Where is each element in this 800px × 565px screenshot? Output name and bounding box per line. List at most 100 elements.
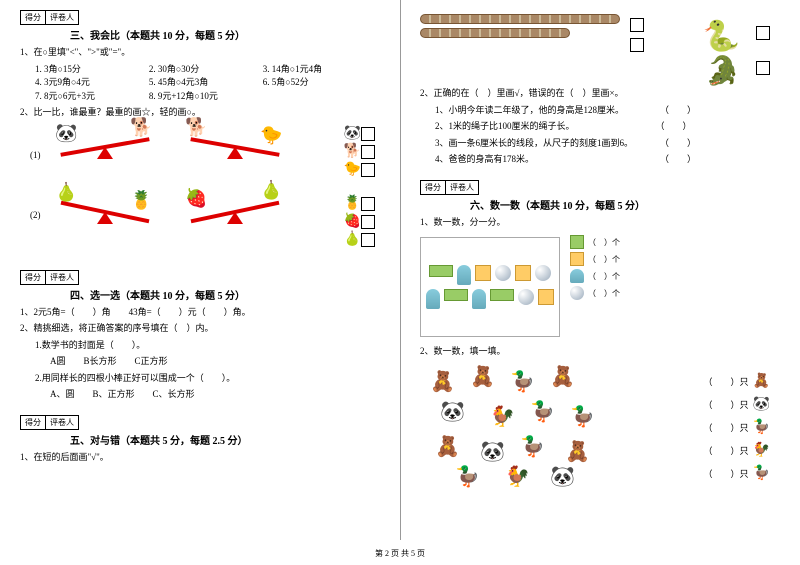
answer-box: [756, 26, 770, 40]
row1-label: (1): [30, 150, 41, 160]
count-blank: （ ）个: [588, 288, 620, 299]
strawberry-icon: 🍓: [185, 188, 207, 209]
panda-icon: 🐼: [55, 123, 77, 144]
sec6-q2: 2、数一数，填一填。: [420, 345, 780, 359]
animals-illustration: 🧸 🧸 🦆 🧸 🐼 🐓 🦆 🦆 🧸 🐼 🦆 🧸 🦆 🐓 🐼 （ ）只🧸 （ ）只…: [420, 364, 780, 494]
cube-icon: [538, 289, 554, 305]
dog-icon: 🐕: [344, 143, 361, 160]
sec5r-item: 3、画一条6厘米长的线段，从尺子的刻度1画到6。 （ ）: [435, 137, 780, 151]
sec4-q2-2: 2.用同样长的四根小棒正好可以围成一个（ ）。: [35, 372, 380, 386]
answer-box: [756, 61, 770, 75]
pear-icon: 🍐: [55, 182, 77, 203]
cylinder-icon: [426, 289, 440, 309]
cylinder-icon: [457, 265, 471, 285]
row2-label: (2): [30, 210, 41, 220]
q1-item: 7. 8元○6元+3元: [35, 90, 149, 104]
sec4-q1: 1、2元5角=（ ）角 43角=（ ）元（ ）角。: [20, 306, 380, 320]
duck-icon: 🦆: [753, 465, 770, 482]
q1-item: 3. 14角○1元4角: [263, 63, 377, 77]
grader-label: 评卷人: [46, 271, 78, 284]
sec4-q2: 2、精挑细选，将正确答案的序号填在（ ）内。: [20, 322, 380, 336]
count-blank: （ ）个: [588, 254, 620, 265]
rooster-icon: 🐓: [490, 404, 515, 429]
cube-icon: [515, 265, 531, 281]
sec4-q2-1: 1.数学书的封面是（ ）。: [35, 339, 380, 353]
score-box-4: 得分 评卷人: [20, 270, 79, 285]
duck-icon: 🦆: [570, 404, 595, 429]
dog-icon: 🐕: [185, 117, 207, 138]
sec6-q1: 1、数一数，分一分。: [420, 216, 780, 230]
count-blank: （ ）只: [704, 467, 749, 480]
right-column: 🐍 🐊 2、正确的在（ ）里画√，错误的在（ ）里画×。 1、小明今年读二年级了…: [400, 0, 800, 540]
answer-box: [361, 163, 375, 177]
cuboid-icon: [429, 265, 453, 277]
q1-item: 2. 30角○30分: [149, 63, 263, 77]
cylinder-icon: [472, 289, 486, 309]
answer-box: [361, 215, 375, 229]
answer-box: [361, 197, 375, 211]
seesaw-illustration: (1) 🐼 🐕 🐕 🐤 🐼 🐕 🐤 (2): [20, 125, 380, 265]
answer-box: [361, 233, 375, 247]
sphere-icon: [495, 265, 511, 281]
count-blank: （ ）只: [704, 398, 749, 411]
score-label: 得分: [21, 11, 46, 24]
sphere-icon: [535, 265, 551, 281]
duck-icon: 🦆: [520, 434, 545, 459]
sec4-title: 四、选一选（本题共 10 分，每题 5 分）: [70, 287, 380, 302]
cylinder-icon: [570, 269, 584, 283]
sphere-icon: [570, 286, 584, 300]
answer-box: [630, 38, 644, 52]
page-number: 第 2 页 共 5 页: [0, 548, 800, 559]
snake-icon: 🐍: [703, 19, 740, 54]
animal-count-list: （ ）只🧸 （ ）只🐼 （ ）只🦆 （ ）只🐓 （ ）只🦆: [704, 367, 770, 488]
left-column: 得分 评卷人 三、我会比（本题共 10 分，每题 5 分） 1、在○里填"<"、…: [0, 0, 400, 540]
panda-icon: 🐼: [753, 396, 770, 413]
pineapple-icon: 🍍: [130, 190, 152, 211]
cube-icon: [570, 252, 584, 266]
chick-icon: 🐤: [344, 161, 361, 178]
bear-icon: 🧸: [550, 364, 575, 389]
bear-icon: 🧸: [435, 434, 460, 459]
grader-label: 评卷人: [46, 11, 78, 24]
grader-label: 评卷人: [446, 181, 478, 194]
sec3-title: 三、我会比（本题共 10 分，每题 5 分）: [70, 27, 380, 42]
score-box-3: 得分 评卷人: [20, 10, 79, 25]
sec6-title: 六、数一数（本题共 10 分，每题 5 分）: [470, 197, 780, 212]
ruler-short: [420, 28, 570, 38]
bear-icon: 🧸: [430, 369, 455, 394]
chick-icon: 🐤: [260, 125, 282, 146]
q1-item: 4. 3元9角○4元: [35, 76, 149, 90]
sec5r-item: 2、1米的绳子比100厘米的绳子长。 （ ）: [435, 120, 780, 134]
cube-icon: [475, 265, 491, 281]
answer-box: [361, 145, 375, 159]
score-label: 得分: [21, 416, 46, 429]
count-blank: （ ）只: [704, 444, 749, 457]
panda-icon: 🐼: [440, 399, 465, 424]
count-blank: （ ）个: [588, 271, 620, 282]
q1-item: 5. 45角○4元3角: [149, 76, 263, 90]
panda-icon: 🐼: [480, 439, 505, 464]
q1-item: 1. 3角○15分: [35, 63, 149, 77]
score-label: 得分: [421, 181, 446, 194]
panda-icon: 🐼: [344, 125, 361, 142]
sec5r-item: 4、爸爸的身高有178米。 （ ）: [435, 153, 780, 167]
count-blank: （ ）只: [704, 421, 749, 434]
bear-icon: 🧸: [753, 373, 770, 390]
q1-item: 8. 9元+12角○10元: [149, 90, 263, 104]
q1-item: 6. 5角○52分: [263, 76, 377, 90]
duck-icon: 🦆: [455, 464, 480, 489]
count-blank: （ ）只: [704, 375, 749, 388]
dog-icon: 🐕: [130, 117, 152, 138]
strawberry-icon: 🍓: [344, 213, 361, 230]
ruler-long: [420, 14, 620, 24]
answer-box: [630, 18, 644, 32]
sec5-q1: 1、在短的后面画"√"。: [20, 451, 380, 465]
duck-icon: 🦆: [530, 399, 555, 424]
cuboid-icon: [490, 289, 514, 301]
score-box-5: 得分 评卷人: [20, 415, 79, 430]
sec3-q1: 1、在○里填"<"、">"或"="。: [20, 46, 380, 60]
score-label: 得分: [21, 271, 46, 284]
bear-icon: 🧸: [565, 439, 590, 464]
cuboid-icon: [570, 235, 584, 249]
sec5r-item: 1、小明今年读二年级了，他的身高是128厘米。 （ ）: [435, 104, 780, 118]
